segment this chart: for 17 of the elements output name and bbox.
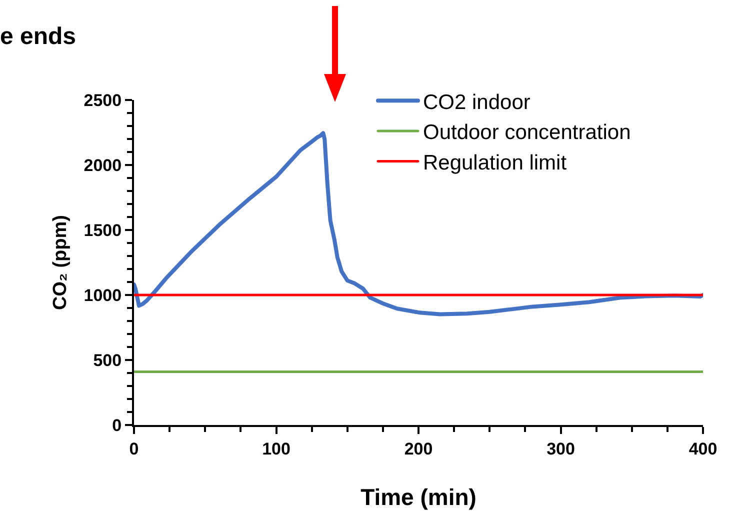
y-tick-label: 2000: [84, 156, 122, 175]
y-axis-title: CO₂ (ppm): [50, 215, 72, 310]
x-tick-label: 0: [129, 439, 139, 458]
x-axis-title: Time (min): [360, 484, 476, 510]
chart-title: e ends: [0, 23, 76, 50]
x-tick-label: 200: [404, 439, 433, 458]
y-tick-label: 0: [112, 416, 122, 435]
y-tick-label: 2500: [84, 90, 122, 110]
x-tick-label: 100: [262, 439, 290, 458]
y-tick-label: 1500: [84, 220, 122, 240]
legend-label: Outdoor concentration: [422, 121, 631, 144]
x-tick-label: 300: [546, 439, 575, 458]
y-tick-label: 500: [93, 350, 122, 370]
legend-label: CO2 indoor: [422, 90, 530, 114]
y-tick-label: 1000: [84, 286, 122, 305]
x-tick-label: 400: [688, 439, 718, 458]
legend-label: Regulation limit: [422, 151, 567, 174]
